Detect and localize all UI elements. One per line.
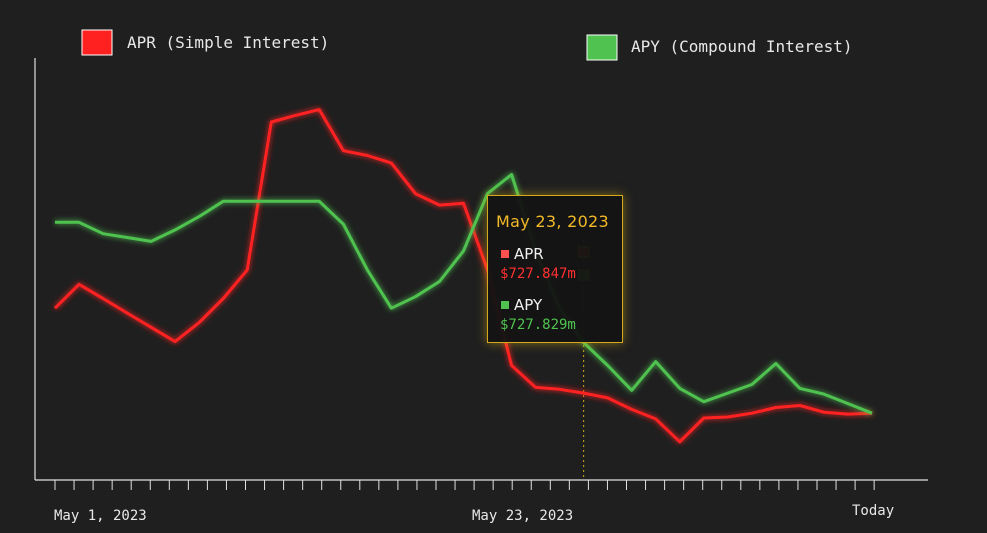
- x-tick-label-end: Today: [852, 503, 894, 519]
- x-axis-ticks: [54, 480, 875, 490]
- tooltip-row-apy: APY: [501, 296, 622, 314]
- legend-label-apy: APY (Compound Interest): [631, 37, 853, 56]
- legend-swatch-apr: [81, 29, 113, 56]
- tooltip-value-apy: $727.829m: [500, 317, 576, 333]
- x-tick-label-start: May 1, 2023: [54, 508, 147, 524]
- tooltip-swatch-apr: [501, 250, 509, 258]
- tooltip: May 23, 2023 APR $727.847m APY $727.829m: [487, 195, 623, 343]
- tooltip-date: May 23, 2023: [496, 212, 610, 231]
- legend-item-apy[interactable]: APY (Compound Interest): [586, 34, 853, 61]
- legend-swatch-apy: [586, 34, 618, 61]
- tooltip-swatch-apy: [501, 301, 509, 309]
- series-line-apy: [55, 173, 873, 415]
- tooltip-name-apy: APY: [514, 296, 543, 314]
- legend-label-apr: APR (Simple Interest): [127, 33, 329, 52]
- tooltip-value-apr: $727.847m: [500, 266, 576, 282]
- x-tick-label-mid: May 23, 2023: [472, 508, 573, 524]
- tooltip-row-apr: APR: [501, 245, 622, 263]
- legend-item-apr[interactable]: APR (Simple Interest): [81, 29, 329, 56]
- legend: APR (Simple Interest) APY (Compound Inte…: [81, 29, 853, 61]
- series-line-apr: [53, 108, 873, 444]
- tooltip-name-apr: APR: [514, 245, 544, 263]
